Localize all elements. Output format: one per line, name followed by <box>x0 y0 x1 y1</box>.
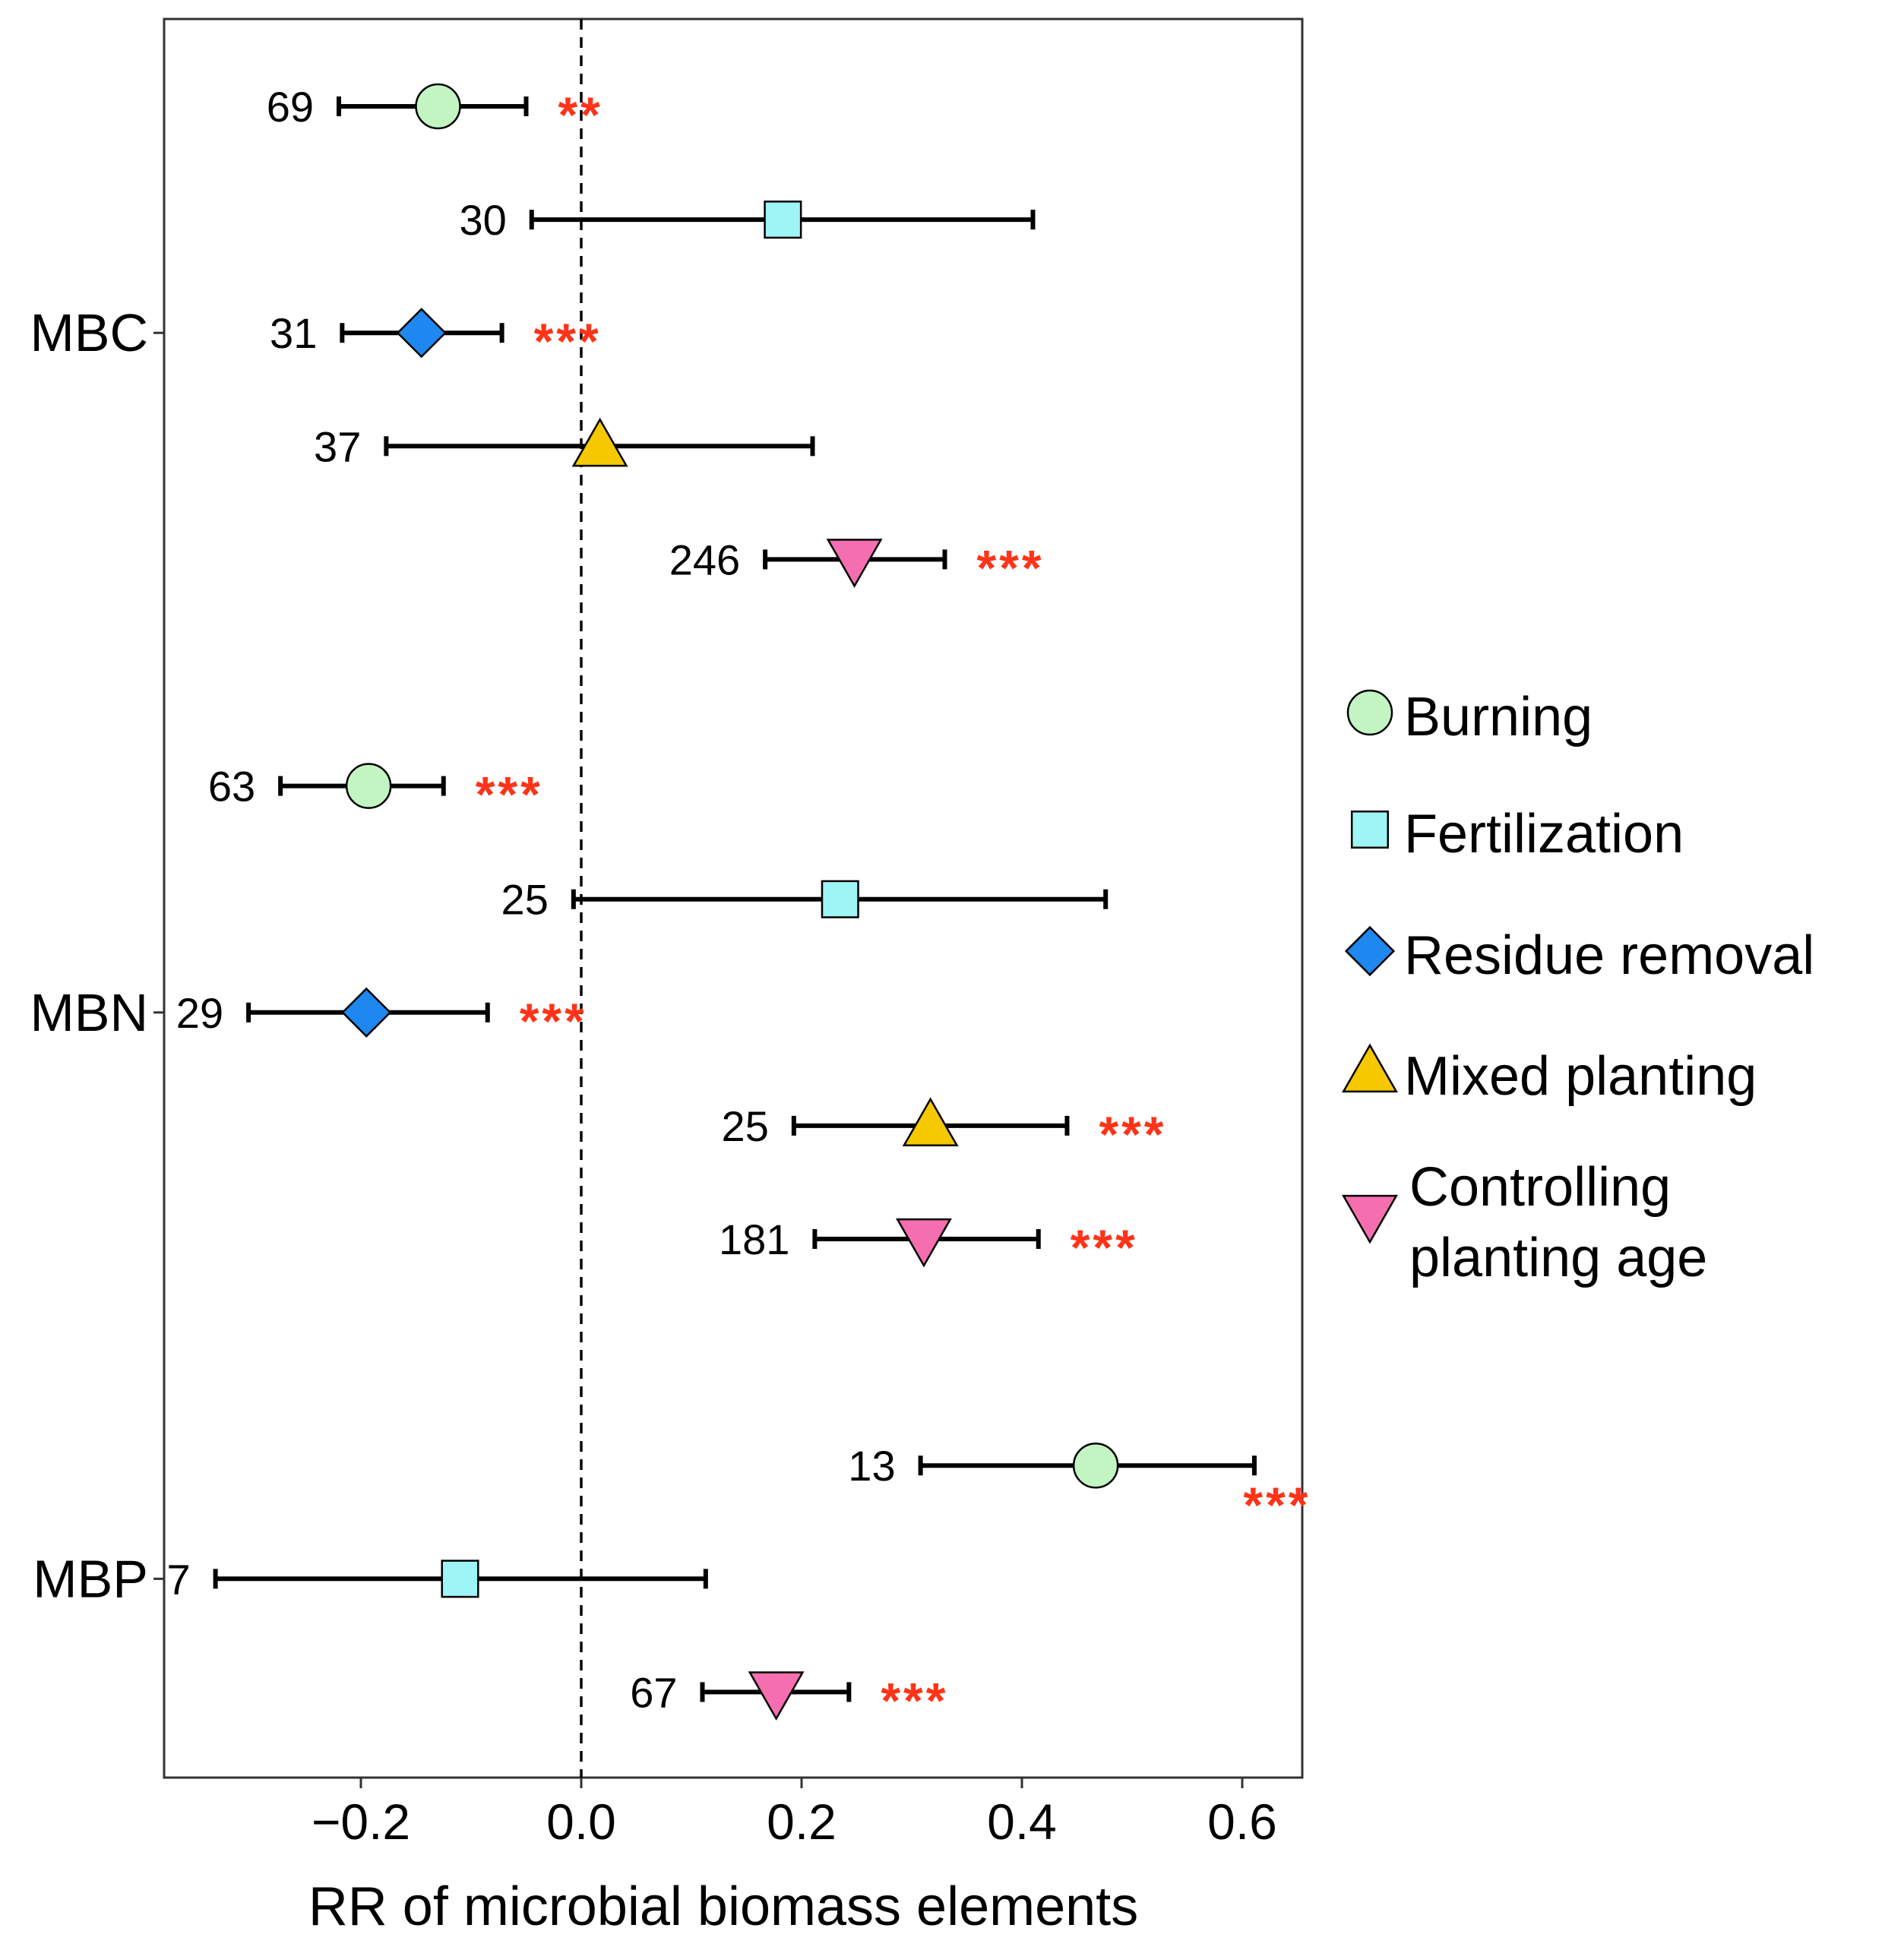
plot-panel-border <box>163 17 1304 1779</box>
sample-size-label: 63 <box>208 763 255 811</box>
legend-label: Mixed planting <box>1404 1046 1757 1107</box>
x-tick-label: −0.2 <box>312 1794 410 1850</box>
sample-size-label: 37 <box>314 422 361 470</box>
legend-label: Residue removal <box>1404 925 1814 986</box>
significance-label: *** <box>1099 1106 1166 1162</box>
significance-label: *** <box>1243 1477 1311 1533</box>
data-point <box>341 987 392 1038</box>
legend-label-line: planting age <box>1409 1228 1707 1288</box>
data-point <box>441 1560 479 1598</box>
significance-label: *** <box>977 539 1045 596</box>
sample-size-label: 29 <box>176 989 223 1037</box>
x-tick-label: 0.6 <box>1207 1794 1277 1850</box>
sample-size-label: 25 <box>501 876 549 924</box>
significance-label: *** <box>534 313 602 369</box>
x-tick-label: 0.0 <box>546 1794 616 1850</box>
legend-item: Mixed planting <box>1342 1043 1757 1107</box>
significance-label: *** <box>476 766 543 823</box>
sample-size-label: 13 <box>848 1442 895 1490</box>
legend-label: Fertilization <box>1404 804 1684 864</box>
y-group-label: MBP <box>33 1549 148 1608</box>
x-tick-label: 0.4 <box>987 1794 1057 1850</box>
legend-key <box>1346 689 1393 736</box>
significance-label: *** <box>1071 1219 1138 1275</box>
y-group-label: MBN <box>30 983 148 1042</box>
sample-size-label: 69 <box>267 83 314 131</box>
sample-size-label: 25 <box>722 1102 769 1150</box>
sample-size-label: 181 <box>719 1215 789 1263</box>
legend-item: Burning <box>1346 687 1592 748</box>
data-points: 69 ** 30 31 *** 37 246 *** 63 *** 25 29 *** 25 *** 181 *… <box>166 83 1311 1728</box>
data-point <box>902 1097 959 1147</box>
sample-size-label: 67 <box>630 1668 677 1716</box>
legend-key <box>1344 925 1396 977</box>
x-axis: −0.2 0.0 0.2 0.4 0.6 <box>312 1778 1277 1850</box>
legend-key <box>1350 810 1390 849</box>
sample-size-label: 246 <box>669 536 740 583</box>
data-point <box>826 539 883 588</box>
x-axis-title: RR of microbial biomass elements <box>308 1876 1138 1937</box>
legend-item: Residue removal <box>1344 925 1814 986</box>
significance-label: *** <box>881 1672 948 1728</box>
data-point <box>1072 1442 1119 1489</box>
data-point <box>821 880 859 918</box>
legend-key <box>1342 1194 1398 1244</box>
legend-item: Fertilization <box>1350 804 1684 864</box>
data-point <box>345 763 392 809</box>
significance-label: ** <box>558 87 603 143</box>
legend-label-line: Controlling <box>1409 1157 1671 1218</box>
legend-key <box>1342 1043 1398 1093</box>
data-point <box>396 308 447 359</box>
sample-size-label: 30 <box>459 196 506 244</box>
y-axis: MBC MBN MBP <box>30 303 164 1608</box>
legend-label: Burning <box>1404 687 1592 748</box>
x-tick-label: 0.2 <box>767 1794 837 1850</box>
sample-size-label: 7 <box>166 1555 190 1603</box>
legend-item: Controlling planting age <box>1342 1157 1707 1288</box>
data-point <box>895 1218 952 1268</box>
legend: Burning Fertilization Residue removal Mixed… <box>1342 687 1814 1288</box>
data-point <box>571 417 628 467</box>
data-point <box>764 201 802 239</box>
sample-size-label: 31 <box>270 309 317 357</box>
significance-label: *** <box>520 993 587 1049</box>
data-point <box>748 1671 805 1721</box>
y-group-label: MBC <box>30 303 148 362</box>
data-point <box>415 83 461 130</box>
